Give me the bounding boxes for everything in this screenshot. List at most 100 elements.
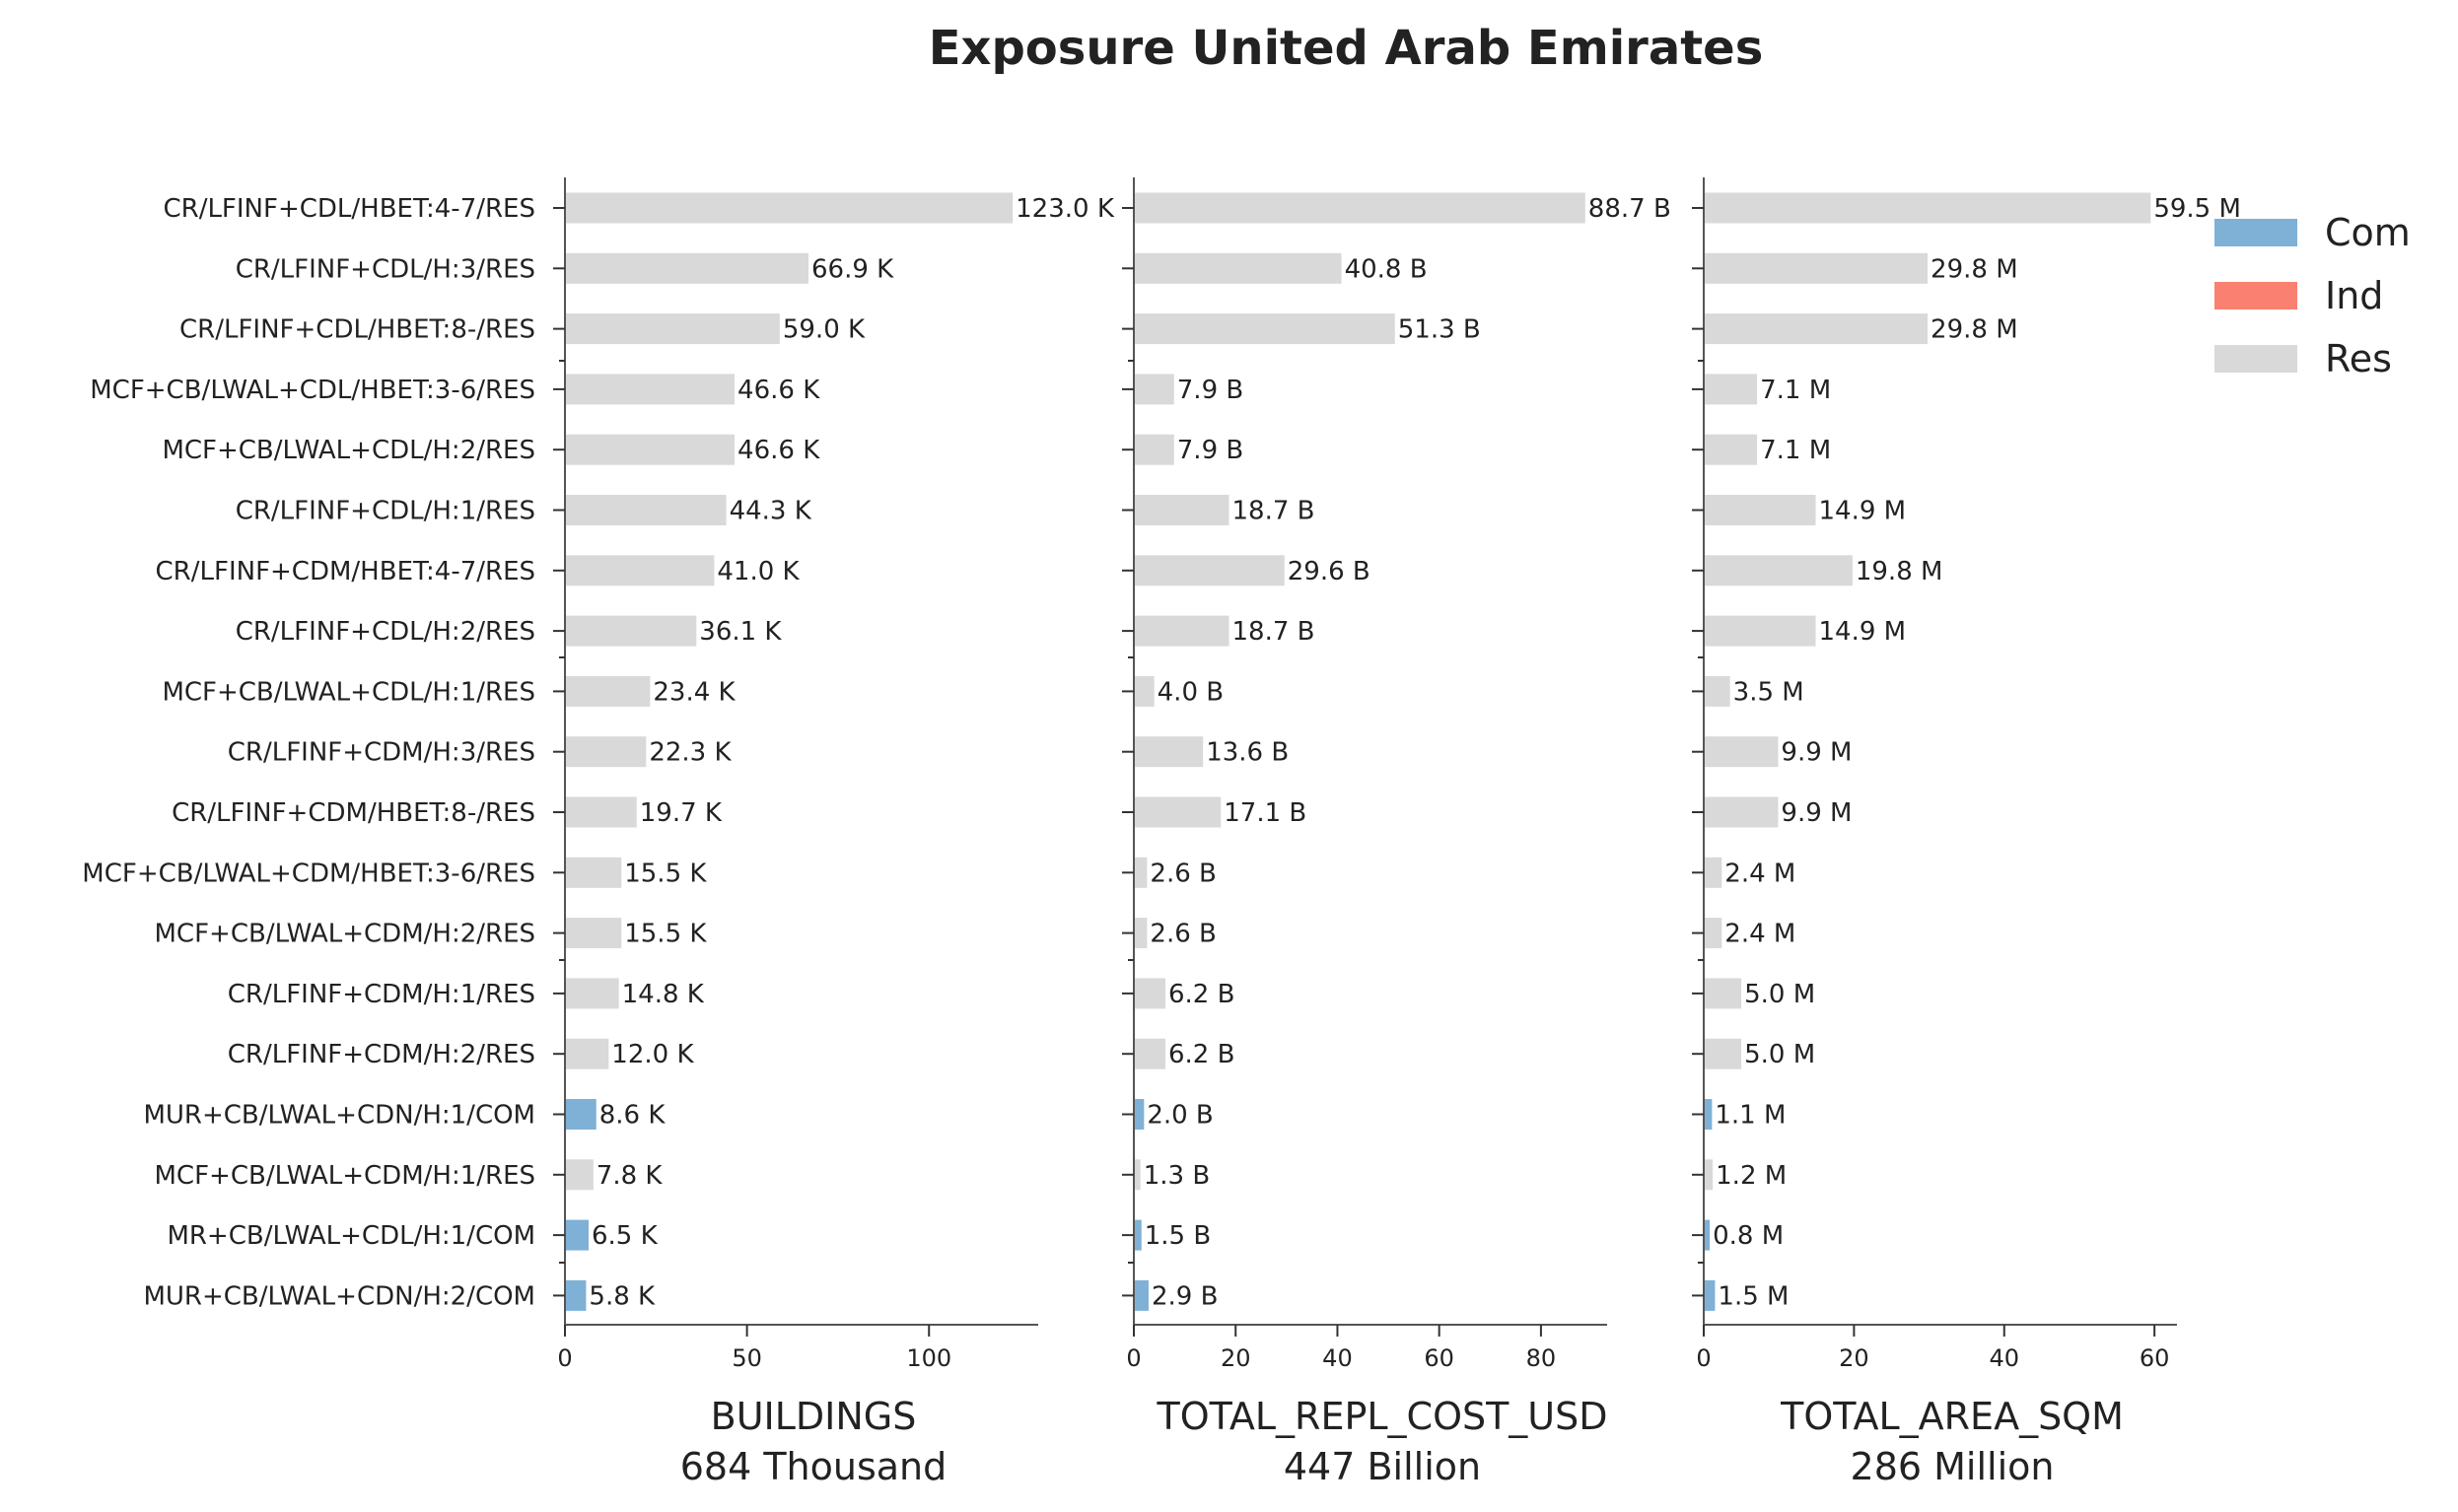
value-label: 7.1 M [1760,376,1831,405]
x-axis-title: BUILDINGS [711,1395,917,1438]
value-label: 29.8 M [1931,315,2018,345]
value-label: 2.4 M [1724,859,1795,888]
category-label: MCF+CB/LWAL+CDL/HBET:3-6/RES [90,376,535,405]
category-label: MCF+CB/LWAL+CDM/HBET:3-6/RES [82,859,535,888]
bar [565,1099,597,1130]
value-label: 2.6 B [1150,920,1216,949]
bar [1704,1099,1713,1130]
x-axis-total: 447 Billion [1284,1445,1481,1488]
bar [1134,1159,1141,1191]
value-label: 40.8 B [1345,254,1428,284]
x-tick-label: 60 [2140,1344,2170,1372]
x-tick-label: 0 [557,1344,572,1372]
category-label: CR/LFINF+CDM/HBET:4-7/RES [156,557,535,586]
x-axis-total: 684 Thousand [680,1445,948,1488]
bar [1704,1219,1711,1251]
value-label: 29.6 B [1288,557,1370,586]
bar [1704,736,1779,768]
category-label: CR/LFINF+CDM/H:1/RES [228,980,535,1009]
category-label: MCF+CB/LWAL+CDM/H:2/RES [155,920,536,949]
panel-1: 123.0 K 66.9 K 59.0 K 46.6 K 46.6 K 44.3 K 41.… [82,177,1115,1488]
value-label: 41.0 K [717,557,800,586]
bar [1134,736,1204,768]
value-label: 5.8 K [589,1281,656,1311]
value-label: 22.3 K [649,738,732,768]
bar [1704,313,1929,345]
bar [565,796,637,828]
bar [1704,555,1853,586]
value-label: 59.0 K [783,315,866,345]
bar [1704,1279,1716,1311]
value-label: 0.8 M [1713,1221,1784,1251]
chart-title: Exposure United Arab Emirates [929,21,1764,76]
category-label: MCF+CB/LWAL+CDL/H:2/RES [162,436,535,465]
value-label: 6.2 B [1168,980,1234,1009]
bar [1704,434,1758,465]
category-label: CR/LFINF+CDL/H:3/RES [236,254,535,284]
bar [1134,192,1585,224]
legend-label: Com [2325,211,2411,254]
category-label: CR/LFINF+CDL/H:1/RES [236,497,535,526]
bar [1704,192,2151,224]
value-label: 6.5 K [592,1221,659,1251]
bar [1134,615,1229,647]
bar [1704,918,1722,949]
value-label: 1.1 M [1715,1101,1786,1131]
value-label: 123.0 K [1016,194,1115,224]
bar [1134,434,1174,465]
bar [1134,313,1395,345]
legend-swatch [2214,282,2297,309]
x-tick-label: 100 [906,1344,951,1372]
category-label: CR/LFINF+CDL/HBET:4-7/RES [163,194,535,224]
bar [1134,796,1222,828]
bar [1134,374,1174,405]
bar [565,736,647,768]
bar [565,1038,609,1069]
value-label: 14.9 M [1819,497,1907,526]
value-label: 12.0 K [611,1040,694,1069]
x-tick-label: 60 [1424,1344,1454,1372]
category-label: CR/LFINF+CDL/H:2/RES [236,617,535,647]
value-label: 1.2 M [1716,1161,1787,1191]
value-label: 1.3 B [1144,1161,1210,1191]
value-label: 1.5 B [1145,1221,1211,1251]
bar [1134,857,1148,888]
bar [1134,1219,1142,1251]
x-axis-title: TOTAL_AREA_SQM [1780,1395,2124,1438]
bar [1134,555,1285,586]
value-label: 8.6 K [599,1101,667,1131]
x-axis-total: 286 Million [1851,1445,2055,1488]
value-label: 88.7 B [1588,194,1671,224]
x-tick-label: 50 [732,1344,762,1372]
value-label: 36.1 K [699,617,782,647]
value-label: 14.9 M [1819,617,1907,647]
legend: Com Ind Res [2214,211,2411,380]
bar [1704,615,1816,647]
legend-entry: Ind [2214,274,2383,317]
value-label: 9.9 M [1781,798,1852,828]
panel-2: 88.7 B 40.8 B 51.3 B 7.9 B 7.9 B 18.7 B 29.6 B… [1122,177,1671,1488]
category-label: MUR+CB/LWAL+CDN/H:2/COM [143,1281,535,1311]
bar [565,1159,594,1191]
bar [1704,978,1742,1009]
bar [1704,675,1730,707]
value-label: 46.6 K [737,376,820,405]
value-label: 19.8 M [1856,557,1943,586]
category-label: MCF+CB/LWAL+CDL/H:1/RES [162,677,535,707]
bar [1704,1038,1742,1069]
value-label: 17.1 B [1224,798,1306,828]
x-tick-label: 40 [1322,1344,1353,1372]
category-label: MR+CB/LWAL+CDL/H:1/COM [167,1221,535,1251]
category-label: MCF+CB/LWAL+CDM/H:1/RES [155,1161,536,1191]
bar [565,675,651,707]
bar [565,918,622,949]
value-label: 2.0 B [1147,1101,1213,1131]
value-label: 23.4 K [653,677,736,707]
bar [1704,796,1779,828]
x-tick-label: 20 [1839,1344,1869,1372]
x-tick-label: 0 [1696,1344,1711,1372]
bar [565,1279,587,1311]
bar [1704,857,1722,888]
